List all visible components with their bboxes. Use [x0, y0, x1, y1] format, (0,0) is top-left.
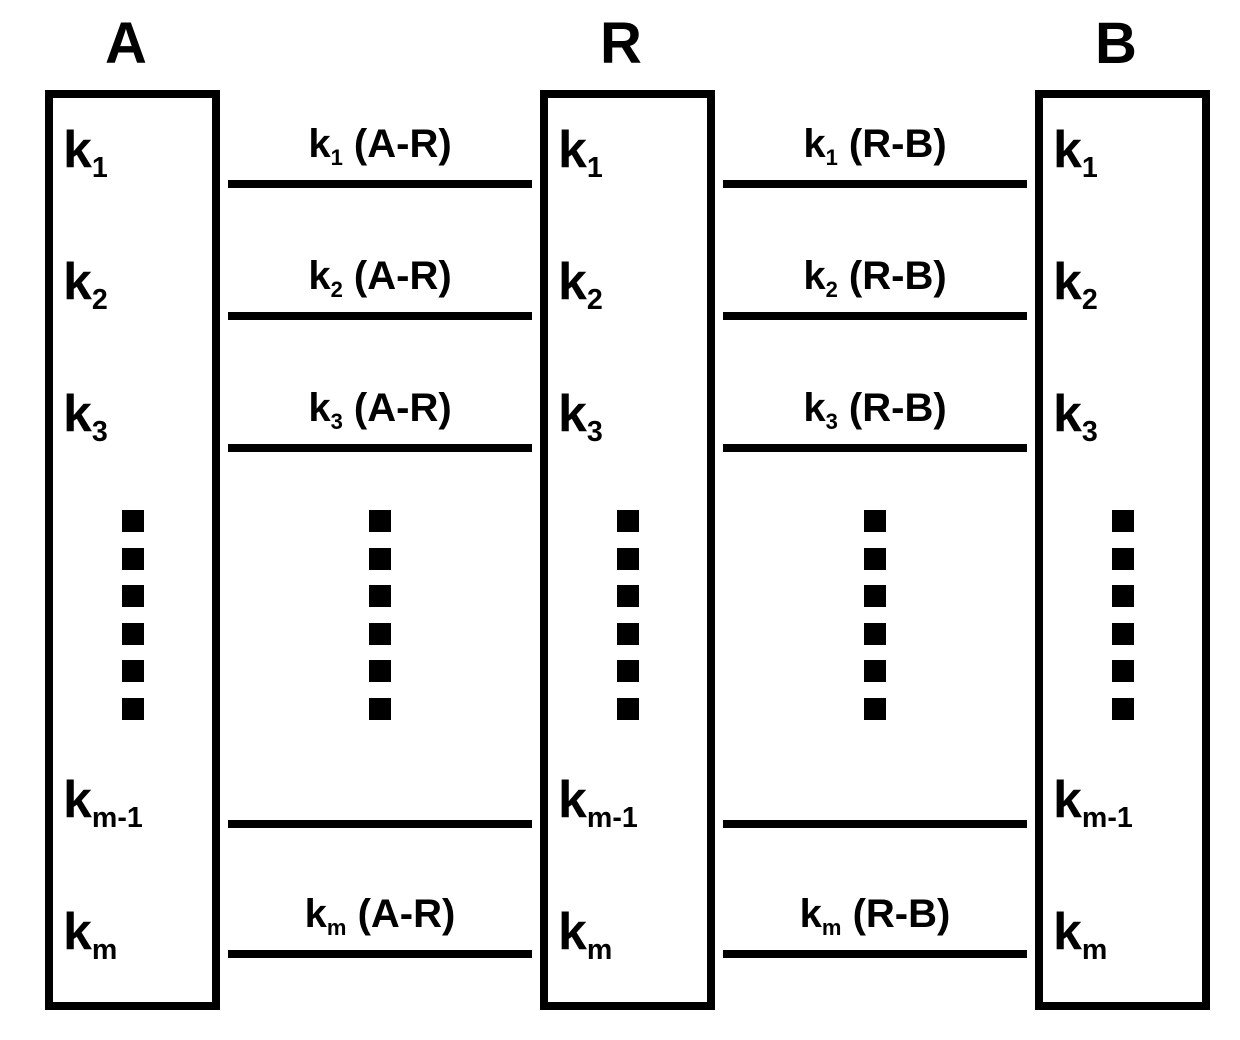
entry-A-km: km [63, 902, 117, 962]
entry-R-k2: k2 [558, 252, 603, 312]
link-line-A-R-k3 [228, 444, 532, 452]
link-label-A-R-k3: k3 (A-R) [228, 386, 532, 431]
entry-B-k3: k3 [1053, 384, 1098, 444]
entry-R-k1: k1 [558, 120, 603, 180]
link-line-R-B-k2 [723, 312, 1027, 320]
link-line-R-B-k3 [723, 444, 1027, 452]
entry-B-km: km [1053, 902, 1107, 962]
link-label-R-B-k2: k2 (R-B) [723, 254, 1027, 299]
vdots-R [617, 510, 639, 720]
link-vdots-A-R [369, 510, 391, 720]
column-header-R: R [600, 10, 642, 77]
entry-B-k2: k2 [1053, 252, 1098, 312]
link-label-R-B-k1: k1 (R-B) [723, 122, 1027, 167]
entry-R-k3: k3 [558, 384, 603, 444]
entry-B-k1: k1 [1053, 120, 1098, 180]
link-line-A-R-km1 [228, 820, 532, 828]
link-label-A-R-k2: k2 (A-R) [228, 254, 532, 299]
link-label-A-R-k1: k1 (A-R) [228, 122, 532, 167]
entry-R-km: km [558, 902, 612, 962]
entry-R-km1: km-1 [558, 770, 638, 830]
column-header-A: A [105, 10, 147, 77]
column-header-B: B [1095, 10, 1137, 77]
link-label-A-R-km: km (A-R) [228, 892, 532, 937]
link-line-A-R-k1 [228, 180, 532, 188]
key-relay-diagram: Ak1k2k3km-1kmRk1k2k3km-1kmBk1k2k3km-1kmk… [0, 0, 1240, 1040]
entry-A-k2: k2 [63, 252, 108, 312]
link-label-R-B-km: km (R-B) [723, 892, 1027, 937]
link-line-A-R-km [228, 950, 532, 958]
link-label-R-B-k3: k3 (R-B) [723, 386, 1027, 431]
entry-A-k1: k1 [63, 120, 108, 180]
vdots-B [1112, 510, 1134, 720]
vdots-A [122, 510, 144, 720]
link-line-R-B-km [723, 950, 1027, 958]
entry-B-km1: km-1 [1053, 770, 1133, 830]
link-line-R-B-km1 [723, 820, 1027, 828]
entry-A-km1: km-1 [63, 770, 143, 830]
entry-A-k3: k3 [63, 384, 108, 444]
link-line-R-B-k1 [723, 180, 1027, 188]
link-line-A-R-k2 [228, 312, 532, 320]
link-vdots-R-B [864, 510, 886, 720]
